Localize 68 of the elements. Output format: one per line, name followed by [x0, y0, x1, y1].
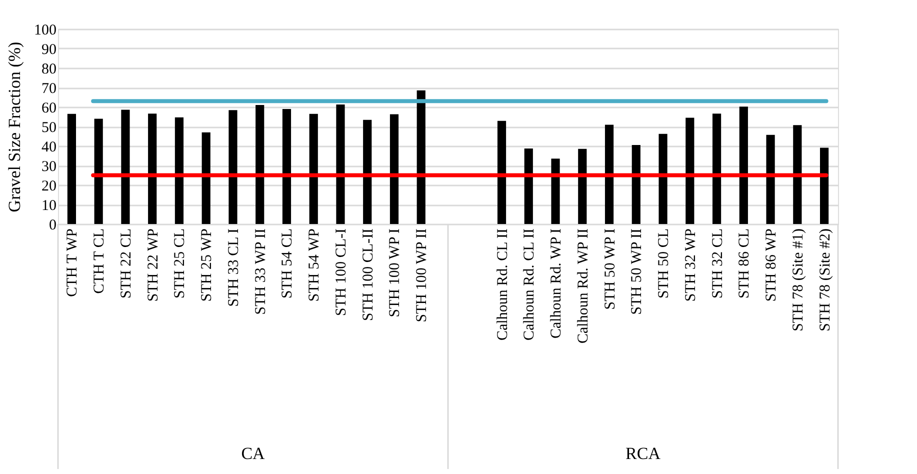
bar	[604, 124, 614, 224]
bar	[820, 148, 829, 224]
bar	[256, 105, 264, 224]
bar	[497, 120, 506, 224]
x-tick-label: STH 25 WP	[199, 228, 216, 302]
x-tick-label: STH 22 CL	[118, 228, 134, 299]
bar	[174, 117, 184, 224]
x-tick-label: Calhoun Rd. CL II	[522, 228, 538, 340]
bar	[524, 148, 533, 224]
y-tick-label: 50	[42, 120, 56, 136]
y-tick-label: 100	[34, 22, 56, 38]
y-tick-label: 0	[49, 218, 56, 234]
bar	[632, 145, 640, 224]
x-tick-label: STH 22 WP	[145, 228, 162, 302]
bar	[686, 118, 694, 224]
x-tick-label: STH 50 WP II	[629, 228, 646, 315]
x-tick-label: Calhoun Rd. CL II	[494, 228, 511, 340]
bar	[578, 148, 587, 224]
bar	[121, 110, 130, 224]
bar	[551, 158, 560, 224]
y-tick-label: 90	[42, 42, 56, 58]
x-tick-label: STH 33 CL I	[226, 228, 242, 307]
x-tick-label: STH 86 CL	[736, 228, 753, 299]
text: CA	[241, 444, 266, 463]
bar	[363, 120, 372, 224]
x-tick-label: CTH T WP	[64, 228, 81, 297]
y-tick-label: 30	[42, 159, 56, 175]
bar	[67, 114, 76, 224]
x-tick-label: STH 78 (Site #2)	[817, 228, 834, 332]
x-tick-label: STH 33 WP II	[252, 228, 269, 315]
x-tick-label: STH 32 WP	[682, 228, 699, 302]
y-tick-label: 40	[42, 140, 56, 156]
y-tick-label: 60	[42, 100, 56, 116]
bar	[94, 118, 103, 224]
x-tick-label: STH 50 CL	[656, 228, 672, 299]
bar	[658, 134, 668, 224]
bar	[390, 114, 399, 224]
bar	[712, 114, 722, 224]
text: RCA	[626, 444, 662, 463]
y-tick-label: 80	[42, 62, 56, 78]
x-tick-label: STH 100 CL-II	[360, 228, 376, 321]
bar	[336, 104, 345, 224]
x-tick-label: Calhoun Rd. WP II	[575, 228, 592, 344]
x-tick-label: STH 54 CL	[280, 228, 296, 299]
x-tick-label: STH 50 WP I	[602, 228, 618, 310]
bar	[739, 106, 748, 224]
x-tick-label: STH 100 CL-I	[333, 228, 350, 316]
x-tick-label: STH 86 WP	[764, 228, 780, 302]
y-axis-title: Gravel Size Fraction (%)	[5, 42, 24, 212]
bar	[793, 125, 802, 224]
bar	[228, 110, 238, 224]
x-tick-label: Calhoun Rd. WP I	[548, 228, 565, 339]
bar	[416, 90, 426, 224]
bar	[202, 132, 210, 224]
x-tick-label: STH 78 (Site #1)	[790, 228, 806, 332]
bar	[282, 108, 292, 224]
x-tick-label: CTH T CL	[92, 228, 108, 294]
bar	[148, 114, 157, 224]
x-tick-label: STH 54 WP	[306, 228, 323, 302]
bar	[309, 114, 318, 224]
x-tick-label: STH 100 WP II	[414, 228, 430, 322]
y-tick-label: 20	[42, 178, 56, 194]
y-tick-label: 70	[42, 81, 56, 97]
x-tick-label: STH 25 CL	[172, 228, 188, 299]
y-tick-label: 10	[42, 198, 56, 214]
x-tick-label: STH 100 WP I	[387, 228, 404, 318]
bar	[766, 134, 775, 224]
x-tick-label: STH 32 CL	[710, 228, 726, 299]
